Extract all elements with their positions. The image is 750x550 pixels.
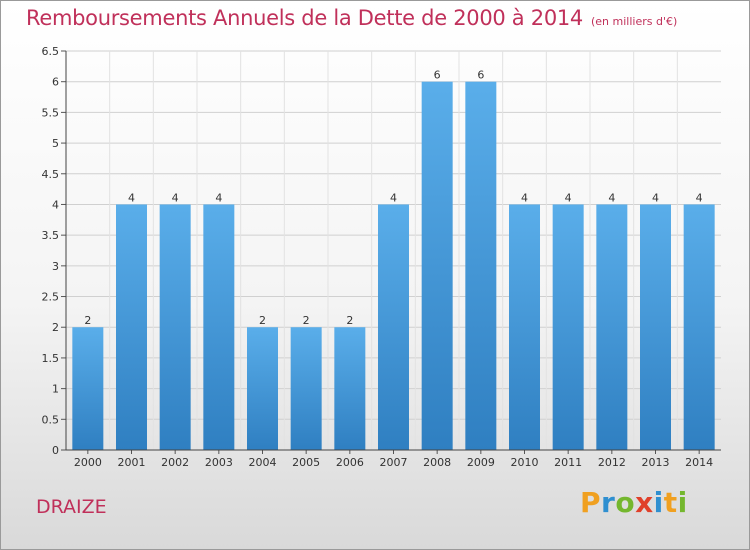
- y-tick-label: 1.5: [42, 352, 60, 365]
- y-tick-label: 0: [52, 444, 59, 457]
- logo-letter: t: [663, 486, 678, 519]
- logo-letter: P: [580, 486, 602, 519]
- chart-title-text: Remboursements Annuels de la Dette de 20…: [26, 6, 583, 30]
- x-tick-label: 2002: [161, 456, 189, 469]
- x-tick-label: 2004: [249, 456, 277, 469]
- bar-2010: [509, 204, 540, 450]
- x-tick-label: 2012: [598, 456, 626, 469]
- y-tick-label: 6: [52, 76, 59, 89]
- bar-value-label: 2: [84, 314, 91, 327]
- x-tick-label: 2014: [685, 456, 713, 469]
- bars: [72, 81, 715, 450]
- bar-value-label: 6: [477, 69, 484, 82]
- bar-value-label: 4: [172, 191, 179, 204]
- y-tick-label: 6.5: [42, 45, 60, 58]
- y-tick-label: 0.5: [42, 413, 60, 426]
- axes: [61, 50, 721, 454]
- bar-2000: [72, 327, 104, 450]
- x-tick-label: 2007: [380, 456, 408, 469]
- x-tick-label: 2010: [511, 456, 539, 469]
- bar-2003: [203, 204, 235, 450]
- bar-2001: [116, 204, 147, 450]
- bar-value-label: 4: [521, 191, 528, 204]
- bar-2008: [421, 81, 453, 450]
- bar-value-label: 4: [215, 191, 222, 204]
- y-tick-label: 4: [52, 198, 59, 211]
- x-tick-label: 2003: [205, 456, 233, 469]
- commune-name: DRAIZE: [36, 496, 107, 518]
- y-tick-label: 3.5: [42, 229, 60, 242]
- x-tick-label: 2013: [642, 456, 670, 469]
- x-tick-label: 2001: [118, 456, 146, 469]
- bar-2011: [552, 204, 584, 450]
- logo-letter: r: [601, 486, 616, 519]
- bar-2006: [334, 327, 366, 450]
- x-tick-label: 2006: [336, 456, 364, 469]
- logo-letter: o: [615, 486, 636, 519]
- y-tick-label: 3: [52, 260, 59, 273]
- bar-2002: [159, 204, 191, 450]
- bar-2009: [465, 81, 497, 450]
- bar-2013: [640, 204, 671, 450]
- logo-letter: x: [635, 486, 654, 519]
- bar-2007: [378, 204, 409, 450]
- y-tick-label: 2: [52, 321, 59, 334]
- bar-2005: [290, 327, 322, 450]
- x-tick-label: 2008: [423, 456, 451, 469]
- bar-2012: [596, 204, 628, 450]
- bar-value-label: 2: [259, 314, 266, 327]
- logo-letter: i: [653, 486, 664, 519]
- chart-title: Remboursements Annuels de la Dette de 20…: [26, 6, 677, 30]
- y-tick-label: 4.5: [42, 168, 60, 181]
- bar-2004: [247, 327, 278, 450]
- chart-unit-label: (en milliers d'€): [591, 15, 678, 28]
- bar-value-label: 4: [128, 191, 135, 204]
- bar-value-label: 4: [696, 191, 703, 204]
- x-tick-label: 2000: [74, 456, 102, 469]
- logo-letter: i: [677, 486, 688, 519]
- bar-value-label: 2: [346, 314, 353, 327]
- bar-value-label: 2: [303, 314, 310, 327]
- x-tick-label: 2011: [554, 456, 582, 469]
- x-tick-label: 2009: [467, 456, 495, 469]
- y-tick-label: 2.5: [42, 291, 60, 304]
- x-tick-label: 2005: [292, 456, 320, 469]
- bar-2014: [683, 204, 715, 450]
- bar-value-label: 6: [434, 69, 441, 82]
- bar-value-label: 4: [565, 191, 572, 204]
- y-tick-label: 1: [52, 383, 59, 396]
- labels: 0 0.5 1 1.5 2 2.5 3 3.5 4 4.5 5 5.5 6 6.5 2 2000 4 2001 4 2…: [42, 45, 714, 469]
- y-tick-label: 5: [52, 137, 59, 150]
- bar-value-label: 4: [608, 191, 615, 204]
- bar-value-label: 4: [390, 191, 397, 204]
- bar-value-label: 4: [652, 191, 659, 204]
- proxiti-logo: Proxiti: [580, 486, 688, 519]
- y-tick-label: 5.5: [42, 106, 60, 119]
